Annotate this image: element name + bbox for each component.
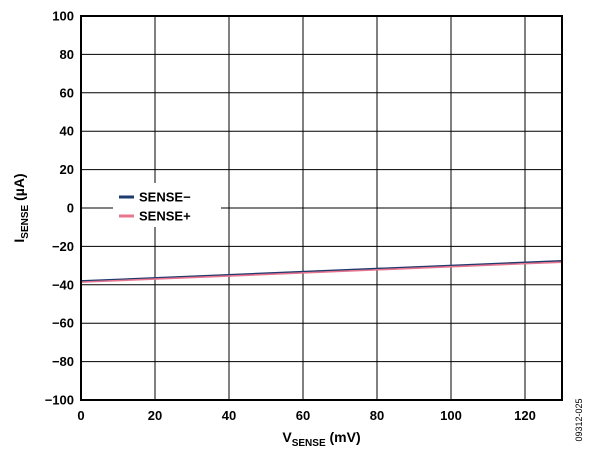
x-tick-label: 0 (77, 408, 84, 423)
x-tick-label: 40 (222, 408, 236, 423)
y-axis-label: ISENSE (µA) (11, 173, 31, 242)
legend-label: SENSE− (139, 190, 191, 205)
series-line (80, 260, 563, 282)
y-axis-label-subscript: SENSE (20, 204, 31, 238)
x-axis-label: VSENSE (mV) (282, 429, 360, 449)
y-axis-label-main: I (11, 239, 27, 243)
x-axis-label-main: V (282, 429, 292, 445)
legend-label: SENSE+ (139, 209, 191, 224)
series-lines (80, 260, 563, 283)
y-tick-label: −80 (52, 354, 74, 369)
plot-frame (80, 15, 563, 401)
legend: SENSE− SENSE+ (113, 183, 221, 227)
x-tick-label: 80 (370, 408, 384, 423)
y-tick-label: 100 (52, 9, 74, 24)
y-tick-labels: −100 −80 −60 −40 −20 0 20 40 60 80 100 (45, 9, 74, 408)
y-tick-label: 60 (60, 85, 74, 100)
figure-id: 09312-025 (574, 398, 584, 441)
x-tick-label: 20 (148, 408, 162, 423)
y-tick-label: −20 (52, 239, 74, 254)
x-tick-label: 120 (514, 408, 536, 423)
y-axis-label-unit: (µA) (11, 173, 27, 204)
y-tick-label: −100 (45, 393, 74, 408)
y-tick-label: −40 (52, 277, 74, 292)
y-tick-label: −60 (52, 316, 74, 331)
y-tick-label: 80 (60, 47, 74, 62)
legend-background (113, 183, 221, 227)
x-tick-labels: 0 20 40 60 80 100 120 (77, 408, 535, 423)
x-tick-label: 100 (440, 408, 462, 423)
series-line (80, 261, 563, 283)
x-axis-label-unit: (mV) (326, 429, 361, 445)
y-tick-label: 40 (60, 124, 74, 139)
x-axis-label-subscript: SENSE (292, 438, 326, 449)
x-tick-label: 60 (296, 408, 310, 423)
y-tick-label: 0 (67, 201, 74, 216)
y-tick-label: 20 (60, 162, 74, 177)
